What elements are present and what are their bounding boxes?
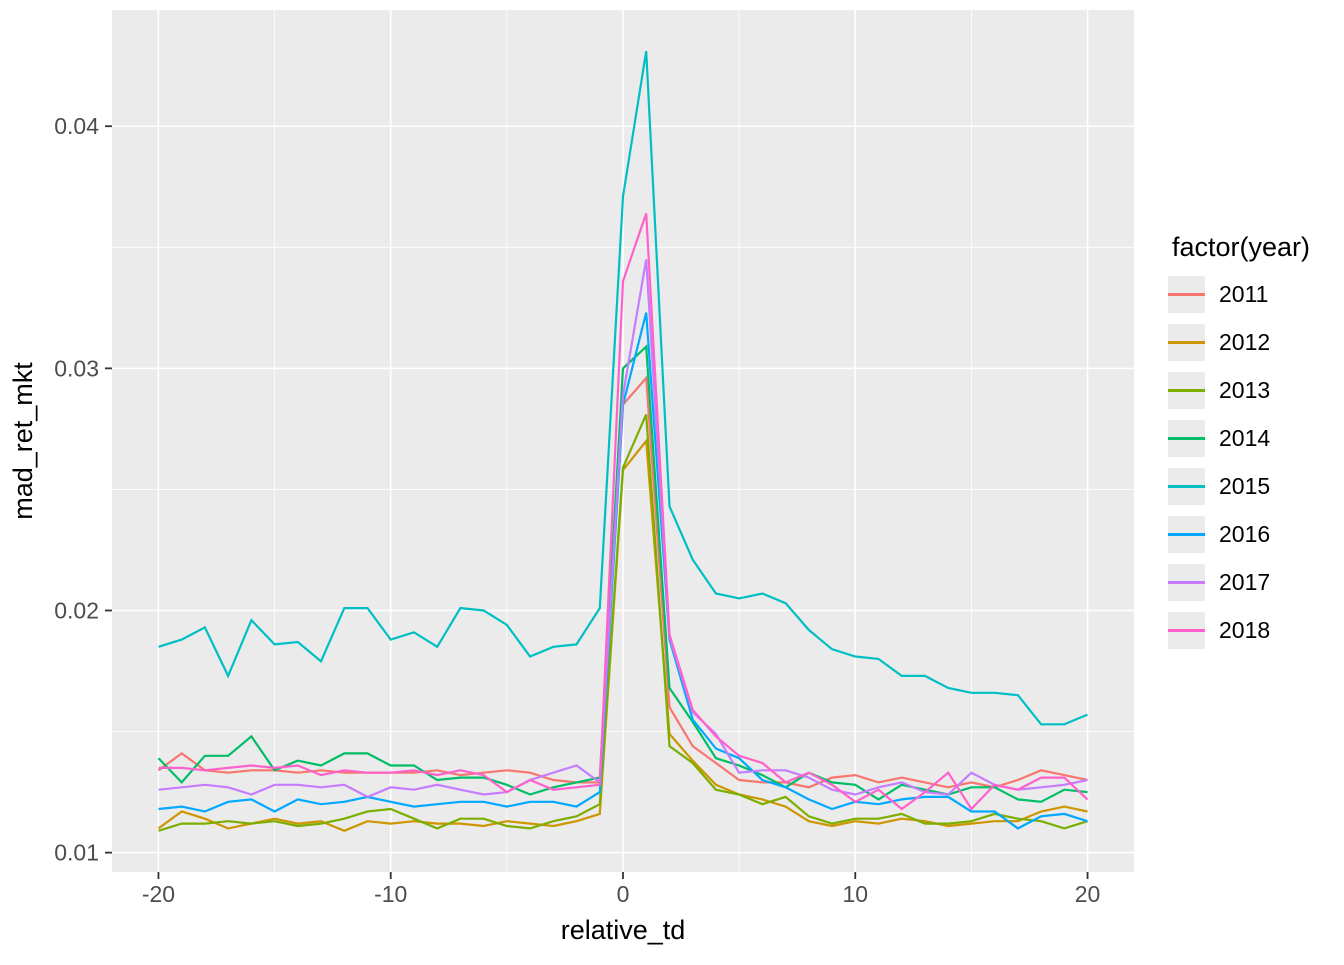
series-line-2015	[158, 51, 1088, 726]
y-axis-title: mad_ret_mkt	[8, 362, 38, 520]
x-tick-label: 20	[1075, 881, 1101, 907]
y-tick-label: 0.01	[54, 840, 99, 866]
legend-key-swatch	[1168, 516, 1205, 553]
legend-label: 2012	[1219, 329, 1271, 355]
series-line-2018	[158, 213, 1089, 811]
series-line-2013	[158, 413, 1088, 832]
series-line-2014	[157, 344, 1088, 803]
legend-label: 2017	[1219, 569, 1271, 595]
legend-label: 2011	[1219, 281, 1269, 307]
legend-key-line-icon	[1168, 437, 1205, 440]
legend-key-swatch	[1168, 468, 1205, 505]
legend-item-2013: 2013	[1168, 372, 1310, 409]
x-tick-label: -10	[374, 881, 407, 907]
x-axis-title: relative_td	[561, 915, 686, 945]
y-tick-label: 0.02	[54, 597, 99, 623]
legend-item-2011: 2011	[1168, 276, 1310, 313]
legend-title: factor(year)	[1172, 232, 1311, 262]
legend-key-line-icon	[1168, 485, 1205, 488]
legend-key-line-icon	[1168, 629, 1205, 632]
y-tick-label: 0.04	[54, 113, 99, 139]
legend-item-2015: 2015	[1168, 468, 1310, 505]
legend-key-line-icon	[1168, 389, 1205, 392]
series-line-2017	[158, 259, 1088, 799]
legend-label: 2014	[1219, 425, 1271, 451]
legend-key-swatch	[1168, 324, 1205, 361]
legend-key-swatch	[1168, 276, 1205, 313]
legend-label: 2015	[1219, 473, 1271, 499]
legend: factor(year) 2011 2012 2013 2014 2015 2016 201…	[1168, 232, 1310, 649]
legend-item-2012: 2012	[1168, 324, 1310, 361]
x-tick-label: 10	[842, 881, 868, 907]
y-tick-label: 0.03	[54, 355, 99, 381]
legend-key-swatch	[1168, 420, 1205, 457]
legend-key-swatch	[1168, 612, 1205, 649]
legend-item-2016: 2016	[1168, 516, 1310, 553]
legend-key-line-icon	[1168, 293, 1205, 296]
legend-item-2018: 2018	[1168, 612, 1310, 649]
legend-key-line-icon	[1168, 533, 1205, 536]
x-tick-label: -20	[142, 881, 175, 907]
legend-key-swatch	[1168, 372, 1205, 409]
legend-label: 2016	[1219, 521, 1271, 547]
legend-item-2014: 2014	[1168, 420, 1310, 457]
legend-label: 2018	[1219, 617, 1271, 643]
legend-label: 2013	[1219, 377, 1271, 403]
legend-items: 2011 2012 2013 2014 2015 2016 2017 2018	[1168, 276, 1310, 649]
x-tick-label: 0	[617, 881, 630, 907]
legend-key-line-icon	[1168, 341, 1205, 344]
legend-key-swatch	[1168, 564, 1205, 601]
legend-item-2017: 2017	[1168, 564, 1310, 601]
legend-key-line-icon	[1168, 581, 1205, 584]
